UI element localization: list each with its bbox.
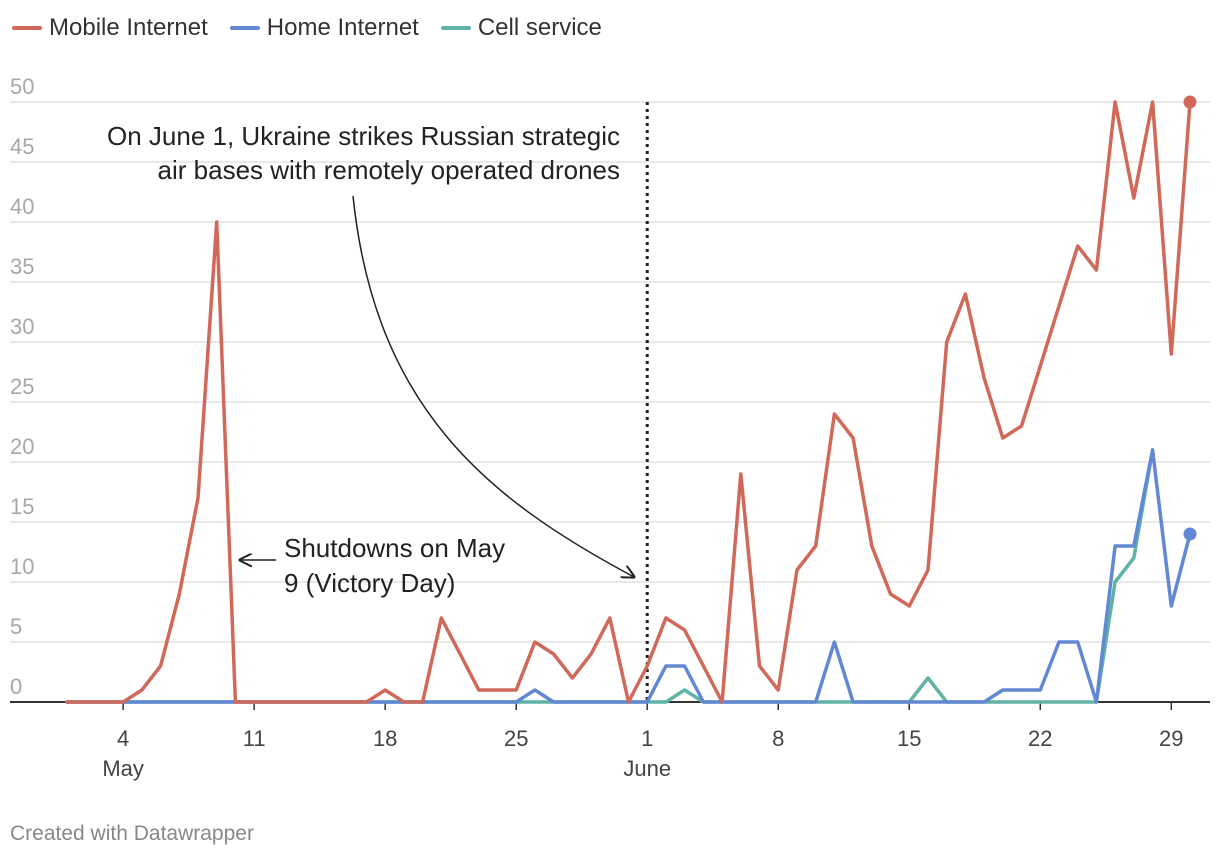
annotation-drone-strike-line-2: air bases with remotely operated drones [158,155,620,185]
series-lines [65,95,1197,704]
annotation-drone-strike-line-1: On June 1, Ukraine strikes Russian strat… [107,121,620,151]
y-tick-label: 45 [10,134,34,159]
legend-swatch-mobile-internet [12,26,42,30]
legend-item-cell-service: Cell service [440,14,602,42]
x-tick-label: 18 [373,726,397,751]
y-tick-label: 35 [10,254,34,279]
annotation-victory-day-line-1: Shutdowns on May [284,533,505,563]
footer-credit: Created with Datawrapper [10,822,254,845]
y-tick-label: 10 [10,554,34,579]
legend-label-home-internet: Home Internet [266,14,419,41]
legend-item-mobile-internet: Mobile Internet [12,14,208,42]
y-tick-label: 25 [10,374,34,399]
y-tick-label: 5 [10,614,22,639]
legend: Mobile Internet Home Internet Cell servi… [12,14,602,42]
x-axis-ticks: 4 May 11 18 25 1 June 8 15 22 29 [102,702,1184,781]
y-tick-label: 0 [10,674,22,699]
x-tick-label: 25 [504,726,528,751]
y-tick-label: 20 [10,434,34,459]
x-tick-label: 11 [243,726,266,751]
x-tick-label: 8 [772,726,784,751]
y-axis-ticks: 0 5 10 15 20 25 30 35 40 45 50 [10,74,34,699]
x-tick-label: 4 [117,726,129,751]
legend-label-cell-service: Cell service [477,14,602,41]
annotations: On June 1, Ukraine strikes Russian strat… [107,121,634,598]
annotation-victory-day-line-2: 9 (Victory Day) [284,568,455,598]
series-end-point-home-internet [1183,527,1197,541]
legend-item-home-internet: Home Internet [229,14,419,42]
x-tick-label: 22 [1028,726,1052,751]
series-end-point-mobile-internet [1183,95,1197,109]
legend-swatch-cell-service [440,26,471,30]
y-tick-label: 15 [10,494,34,519]
x-tick-label: 15 [897,726,921,751]
annotation-drone-strike-arrow [352,195,634,577]
y-tick-label: 30 [10,314,34,339]
legend-label-mobile-internet: Mobile Internet [49,14,208,41]
legend-swatch-home-internet [229,26,260,30]
x-tick-label: 29 [1159,726,1183,751]
y-tick-label: 50 [10,74,34,99]
x-tick-month-label: June [623,756,671,781]
x-tick-label: 1 [641,726,653,751]
series-line-mobile-internet [65,100,1192,704]
x-tick-month-label: May [102,756,144,781]
y-tick-label: 40 [10,194,34,219]
